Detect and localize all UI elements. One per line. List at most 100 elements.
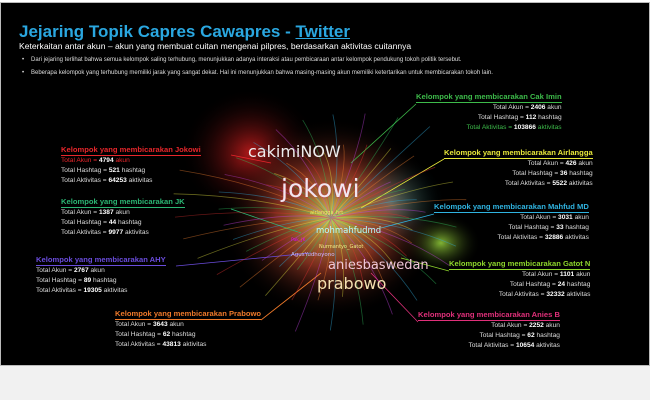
group-stat: Total Hashtag = 62 hashtag — [115, 331, 196, 338]
node-label: aniesbaswedan — [328, 258, 429, 273]
bullet-1: Dari jejaring terlihat bahwa semua kelom… — [22, 57, 462, 63]
group-title: Kelompok yang membicarakan Anies B — [418, 310, 560, 321]
network-edge — [330, 148, 392, 219]
group-stat: Total Akun = 1387 akun — [61, 209, 130, 216]
group-title: Kelompok yang membicarakan Cak Imin — [416, 92, 562, 103]
bullet-2: Beberapa kelompok yang terhubung memilik… — [22, 70, 493, 76]
stat-unit: akun — [115, 209, 130, 216]
network-edge — [321, 147, 333, 219]
group-stat: Total Aktivitas = 19305 aktivitas — [36, 287, 128, 294]
stat-value: 32886 — [544, 234, 564, 241]
node-label: mohmahfudmd — [316, 226, 382, 236]
stat-value: 36 — [560, 170, 568, 177]
stat-label: Total Aktivitas — [36, 287, 76, 294]
stat-label: Total Aktivitas — [466, 124, 507, 131]
stat-unit: hashtag — [93, 277, 117, 284]
group-panel: Kelompok yang membicarakan AHY Total Akun… — [36, 255, 166, 296]
network-edge — [218, 207, 332, 219]
stat-label: Total Hashtag — [115, 331, 156, 338]
network-edge — [330, 113, 366, 219]
network-edge — [330, 209, 426, 219]
stat-unit: aktivitas — [536, 342, 560, 349]
title-text: Jejaring Topik Capres Cawapres - — [19, 22, 296, 41]
network-edge — [317, 217, 332, 301]
node-label: Nurmantyo_Gatot — [319, 244, 364, 250]
stat-value: 1101 — [559, 271, 575, 278]
network-edge — [275, 129, 332, 219]
network-edge — [253, 142, 332, 219]
stat-unit: hashtag — [118, 219, 142, 226]
group-title: Kelompok yang membicarakan AHY — [36, 255, 166, 266]
stat-label: Total Hashtag — [477, 114, 519, 121]
stat-label: Total Aktivitas — [504, 180, 545, 187]
group-stat: Total Hashtag = 521 hashtag — [61, 167, 146, 174]
stat-value: 521 — [108, 167, 120, 174]
group-title: Kelompok yang membicarakan Gatot N — [449, 259, 591, 270]
network-edge — [330, 217, 412, 244]
network-edge — [216, 217, 332, 275]
stat-unit: aktivitas — [537, 124, 562, 131]
subtitle: Keterkaitan antar akun – akun yang membu… — [19, 41, 412, 51]
group-stat: Total Aktivitas = 5522 aktivitas — [504, 180, 593, 187]
network-edge — [330, 217, 398, 270]
network-edge — [218, 191, 332, 219]
network-edge — [224, 174, 332, 219]
network-edge — [330, 217, 457, 247]
network-edge — [236, 157, 332, 219]
network-edge — [330, 181, 454, 219]
group-stat: Total Akun = 426 akun — [527, 160, 593, 167]
network-edge — [302, 154, 332, 219]
stat-value: 62 — [162, 331, 171, 338]
stat-label: Total Aktivitas — [61, 177, 101, 184]
connector-line — [370, 272, 419, 323]
stat-value: 9977 — [108, 229, 124, 236]
network-edge — [330, 126, 431, 219]
network-edge — [232, 217, 332, 240]
group-title: Kelompok yang membicarakan Airlangga — [444, 148, 593, 159]
network-edge — [261, 217, 332, 261]
stat-unit: akun — [115, 157, 130, 164]
stat-label: Total Hashtag — [61, 167, 102, 174]
network-edge — [330, 217, 418, 301]
stat-label: Total Aktivitas — [497, 234, 538, 241]
stat-value: 2767 — [73, 267, 89, 274]
stat-unit: akun — [578, 160, 593, 167]
stat-unit: aktivitas — [568, 180, 593, 187]
network-edge — [265, 217, 332, 296]
group-stat: Total Aktivitas = 32886 aktivitas — [497, 234, 589, 241]
stat-value: 10654 — [515, 342, 535, 349]
stat-unit: hashtag — [172, 331, 196, 338]
stat-label: Total Hashtag — [512, 170, 553, 177]
network-edge — [179, 169, 332, 219]
network-edge — [330, 144, 368, 219]
stat-unit: aktivitas — [566, 291, 591, 298]
stat-value: 1387 — [98, 209, 114, 216]
connector-line — [380, 213, 435, 229]
network-edge — [279, 217, 332, 267]
title-link[interactable]: Twitter — [295, 22, 350, 41]
page-background — [0, 366, 650, 400]
node-label: cakimiNOW — [248, 142, 341, 161]
group-stat: Total Hashtag = 89 hashtag — [36, 277, 117, 284]
stat-value: 3643 — [152, 321, 168, 328]
network-edge — [330, 217, 450, 266]
connector-line — [260, 272, 322, 321]
group-stat: Total Aktivitas = 32332 aktivitas — [498, 291, 591, 298]
group-stat: Total Hashtag = 33 hashtag — [508, 224, 589, 231]
network-edge — [330, 199, 467, 219]
stat-label: Total Aktivitas — [468, 342, 509, 349]
network-edge — [330, 217, 384, 281]
group-panel: Kelompok yang membicarakan Mahfud MD Tota… — [434, 202, 589, 243]
slide: Jejaring Topik Capres Cawapres - Twitter… — [0, 2, 650, 366]
stat-unit: akun — [576, 271, 591, 278]
connector-line — [350, 103, 417, 164]
group-stat: Total Hashtag = 24 hashtag — [509, 281, 591, 288]
network-edge — [330, 217, 364, 325]
stat-unit: akun — [169, 321, 184, 328]
group-panel: Kelompok yang membicarakan Airlangga Tota… — [444, 148, 593, 189]
group-title: Kelompok yang membicarakan Jokowi — [61, 145, 201, 156]
stat-unit: hashtag — [538, 114, 562, 121]
group-stat: Total Aktivitas = 9977 aktivitas — [61, 229, 149, 236]
stat-unit: hashtag — [569, 170, 593, 177]
group-stat: Total Aktivitas = 64253 aktivitas — [61, 177, 153, 184]
